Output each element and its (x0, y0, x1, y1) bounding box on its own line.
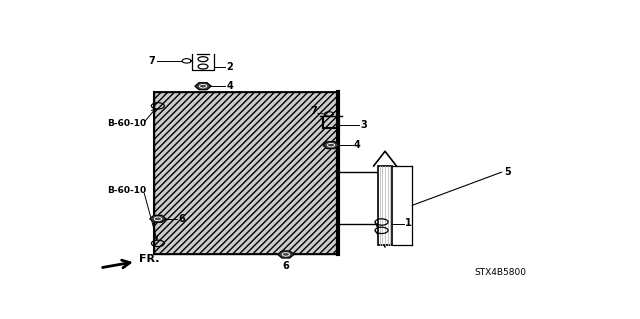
Text: FR.: FR. (102, 254, 159, 268)
Text: 6: 6 (282, 261, 289, 271)
Polygon shape (150, 215, 166, 222)
Bar (378, 166, 392, 245)
Polygon shape (278, 251, 294, 258)
Text: 7: 7 (148, 56, 156, 66)
Text: 2: 2 (227, 62, 233, 71)
Text: B-60-10: B-60-10 (108, 119, 147, 128)
Polygon shape (323, 142, 339, 149)
Text: 1: 1 (405, 218, 412, 227)
Text: 6: 6 (178, 214, 185, 224)
Text: B-60-10: B-60-10 (108, 186, 147, 195)
Polygon shape (195, 83, 211, 90)
Text: 7: 7 (310, 107, 317, 116)
Text: 3: 3 (360, 121, 367, 130)
Text: STX4B5800: STX4B5800 (474, 268, 526, 277)
Text: 4: 4 (227, 81, 233, 91)
Polygon shape (154, 92, 338, 255)
Text: 4: 4 (354, 140, 360, 150)
Text: 5: 5 (504, 167, 511, 177)
